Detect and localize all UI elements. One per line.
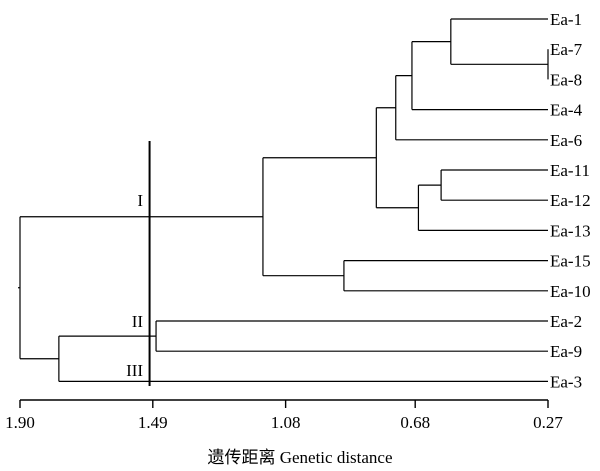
cluster-label: II <box>132 312 144 331</box>
leaf-label: Ea-15 <box>550 252 591 271</box>
leaf-label: Ea-1 <box>550 10 582 29</box>
cluster-label: III <box>126 361 143 380</box>
leaf-label: Ea-8 <box>550 70 582 89</box>
tick-label: 0.68 <box>400 413 430 432</box>
distance-axis: 1.90 1.49 1.08 0.68 0.27 遗传距离 Genetic distan… <box>5 399 563 467</box>
leaf-label: Ea-12 <box>550 191 591 210</box>
leaf-label: Ea-11 <box>550 161 590 180</box>
leaf-label: Ea-13 <box>550 221 591 240</box>
tick-label: 1.08 <box>271 413 301 432</box>
leaf-label: Ea-6 <box>550 131 582 150</box>
leaf-label: Ea-4 <box>550 101 583 120</box>
tick-label: 1.49 <box>138 413 168 432</box>
tick-label: 1.90 <box>5 413 35 432</box>
leaf-label: Ea-10 <box>550 282 591 301</box>
leaf-label: Ea-7 <box>550 40 583 59</box>
leaf-labels: Ea-1 Ea-7 Ea-8 Ea-4 Ea-6 Ea-11 Ea-12 Ea-13 Ea-15… <box>550 10 591 391</box>
cluster-label: I <box>137 191 143 210</box>
leaf-label: Ea-9 <box>550 342 582 361</box>
tick-label: 0.27 <box>533 413 563 432</box>
axis-title: 遗传距离 Genetic distance <box>207 448 392 467</box>
leaf-label: Ea-2 <box>550 312 582 331</box>
dendrogram-branches <box>18 18 549 382</box>
axis-ticks: 1.90 1.49 1.08 0.68 0.27 <box>5 400 563 432</box>
leaf-label: Ea-3 <box>550 372 582 391</box>
